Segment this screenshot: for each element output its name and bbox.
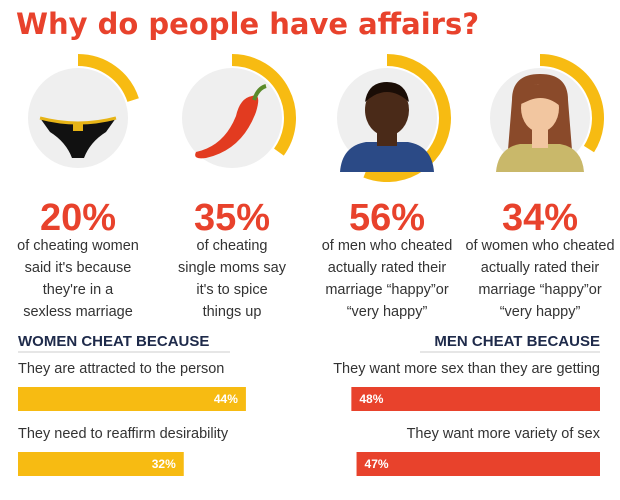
stat-percent: 56% bbox=[349, 197, 425, 239]
stat-percent: 35% bbox=[194, 197, 270, 239]
stat-description: “very happy” bbox=[500, 304, 581, 320]
reason-text: They are attracted to the person bbox=[18, 361, 224, 377]
stat-percent: 20% bbox=[40, 197, 116, 239]
stat-description: they're in a bbox=[43, 282, 114, 298]
stat-description: of men who cheated bbox=[322, 238, 453, 254]
stat-description: actually rated their bbox=[328, 260, 447, 276]
bar bbox=[356, 452, 600, 476]
bar-label: 47% bbox=[365, 457, 389, 471]
stat-description: of cheating bbox=[197, 238, 268, 254]
stat-description: “very happy” bbox=[347, 304, 428, 320]
stat-percent: 34% bbox=[502, 197, 578, 239]
ring-arc bbox=[363, 54, 451, 182]
stat-description: of cheating women bbox=[17, 238, 139, 254]
icon-pepper bbox=[195, 84, 267, 159]
reason-text: They need to reaffirm desirability bbox=[18, 426, 229, 442]
icon-man bbox=[340, 82, 434, 172]
stat-description: things up bbox=[203, 304, 262, 320]
bar-label: 32% bbox=[152, 457, 176, 471]
stat-description: single moms say bbox=[178, 260, 287, 276]
icon-underwear bbox=[39, 116, 117, 158]
stat-description: marriage “happy”or bbox=[478, 282, 601, 298]
bar-label: 48% bbox=[359, 392, 383, 406]
bar bbox=[18, 387, 246, 411]
stat-description: said it's because bbox=[25, 260, 132, 276]
reason-text: They want more variety of sex bbox=[407, 426, 601, 442]
reason-text: They want more sex than they are getting bbox=[333, 361, 600, 377]
icon-woman bbox=[496, 74, 584, 172]
section-heading: MEN CHEAT BECAUSE bbox=[434, 333, 600, 350]
stat-description: sexless marriage bbox=[23, 304, 133, 320]
title: Why do people have affairs? bbox=[16, 7, 479, 41]
bar bbox=[351, 387, 600, 411]
stat-description: marriage “happy”or bbox=[325, 282, 448, 298]
bar bbox=[18, 452, 184, 476]
ring-arc bbox=[231, 54, 296, 156]
icon-background bbox=[28, 68, 128, 168]
stat-description: actually rated their bbox=[481, 260, 600, 276]
stat-description: of women who cheated bbox=[465, 238, 614, 254]
ring-arc bbox=[539, 54, 604, 153]
section-heading: WOMEN CHEAT BECAUSE bbox=[18, 333, 209, 350]
bar-label: 44% bbox=[214, 392, 238, 406]
ring-arc bbox=[77, 54, 139, 103]
stat-description: it's to spice bbox=[196, 282, 267, 298]
